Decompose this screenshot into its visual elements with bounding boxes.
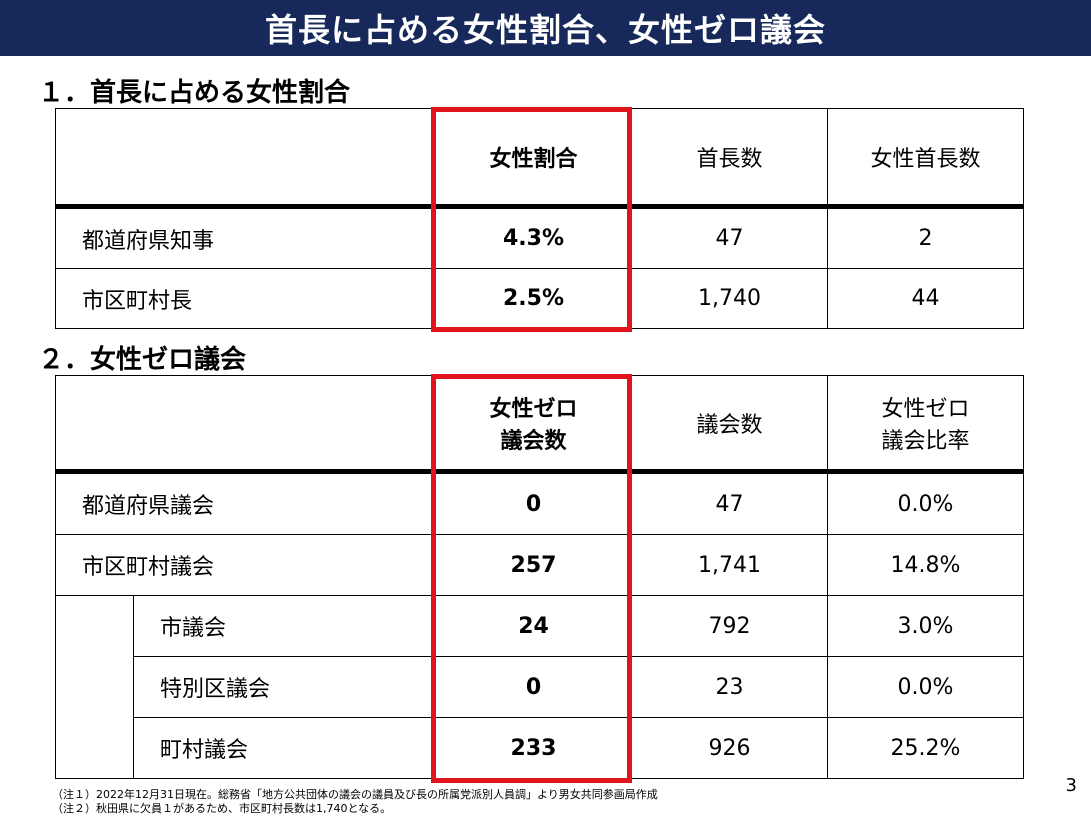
rate-cell: 0.0% — [827, 656, 1024, 718]
highlight-box-zero-count — [431, 374, 632, 783]
zero-count-cell: 0 — [435, 469, 632, 535]
header-head-count: 首長数 — [631, 108, 828, 207]
header-female-head-count: 女性首長数 — [827, 108, 1024, 207]
female-count-cell: 44 — [827, 268, 1024, 329]
rate-cell: 0.0% — [827, 469, 1024, 535]
indent-cell — [55, 595, 134, 779]
council-count-cell: 23 — [631, 656, 828, 718]
council-count-cell: 47 — [631, 469, 828, 535]
header-line: 議会比率 — [881, 428, 970, 454]
header-empty-cell — [55, 108, 436, 207]
female-ratio-cell: 2.5% — [435, 268, 632, 329]
title-banner: 首長に占める女性割合、女性ゼロ議会 — [0, 0, 1091, 56]
section2-title: ２．女性ゼロ議会 — [38, 345, 247, 375]
mayor-ratio-table: 女性割合 首長数 女性首長数 都道府県知事 4.3% 47 2 市区町村長 2.… — [55, 108, 1024, 329]
page-title: 首長に占める女性割合、女性ゼロ議会 — [264, 11, 826, 49]
head-count-cell: 1,740 — [631, 268, 828, 329]
table-row: 都道府県議会 0 47 0.0% — [55, 469, 1024, 535]
row-label: 市議会 — [133, 595, 436, 657]
table-row: 市区町村長 2.5% 1,740 44 — [55, 268, 1024, 329]
row-label: 町村議会 — [133, 717, 436, 779]
header-empty-cell — [55, 375, 436, 472]
header-council-count: 議会数 — [631, 375, 828, 472]
footnote-2: （注２）秋田県に欠員１があるため、市区町村長数は1,740となる。 — [52, 802, 392, 815]
table-row: 市区町村議会 257 1,741 14.8% — [55, 534, 1024, 596]
zero-count-cell: 233 — [435, 717, 632, 779]
rate-cell: 3.0% — [827, 595, 1024, 657]
row-label: 市区町村長 — [55, 268, 436, 329]
female-count-cell: 2 — [827, 204, 1024, 269]
table-row: 町村議会 233 926 25.2% — [56, 717, 1024, 779]
header-zero-council-count: 女性ゼロ 議会数 — [435, 375, 632, 472]
header-zero-council-rate: 女性ゼロ 議会比率 — [827, 375, 1024, 472]
rate-cell: 14.8% — [827, 534, 1024, 596]
council-count-cell: 792 — [631, 595, 828, 657]
head-count-cell: 47 — [631, 204, 828, 269]
page-number: 3 — [1065, 775, 1077, 796]
section1-title: １．首長に占める女性割合 — [38, 78, 351, 108]
female-ratio-cell: 4.3% — [435, 204, 632, 269]
highlight-box-ratio — [431, 107, 632, 332]
council-count-cell: 926 — [631, 717, 828, 779]
header-line: 女性ゼロ — [881, 396, 970, 422]
footnote-1: （注１）2022年12月31日現在。総務省「地方公共団体の議会の議員及び長の所属… — [52, 788, 658, 801]
row-label: 市区町村議会 — [55, 534, 436, 596]
row-label: 都道府県議会 — [55, 469, 436, 535]
zero-count-cell: 257 — [435, 534, 632, 596]
row-label: 特別区議会 — [133, 656, 436, 718]
header-line: 女性ゼロ — [489, 396, 578, 422]
rate-cell: 25.2% — [827, 717, 1024, 779]
table-row: 都道府県知事 4.3% 47 2 — [55, 204, 1024, 269]
table-header-row: 女性ゼロ 議会数 議会数 女性ゼロ 議会比率 — [55, 375, 1024, 472]
header-line: 議会数 — [500, 428, 567, 454]
council-count-cell: 1,741 — [631, 534, 828, 596]
row-label: 都道府県知事 — [55, 204, 436, 269]
